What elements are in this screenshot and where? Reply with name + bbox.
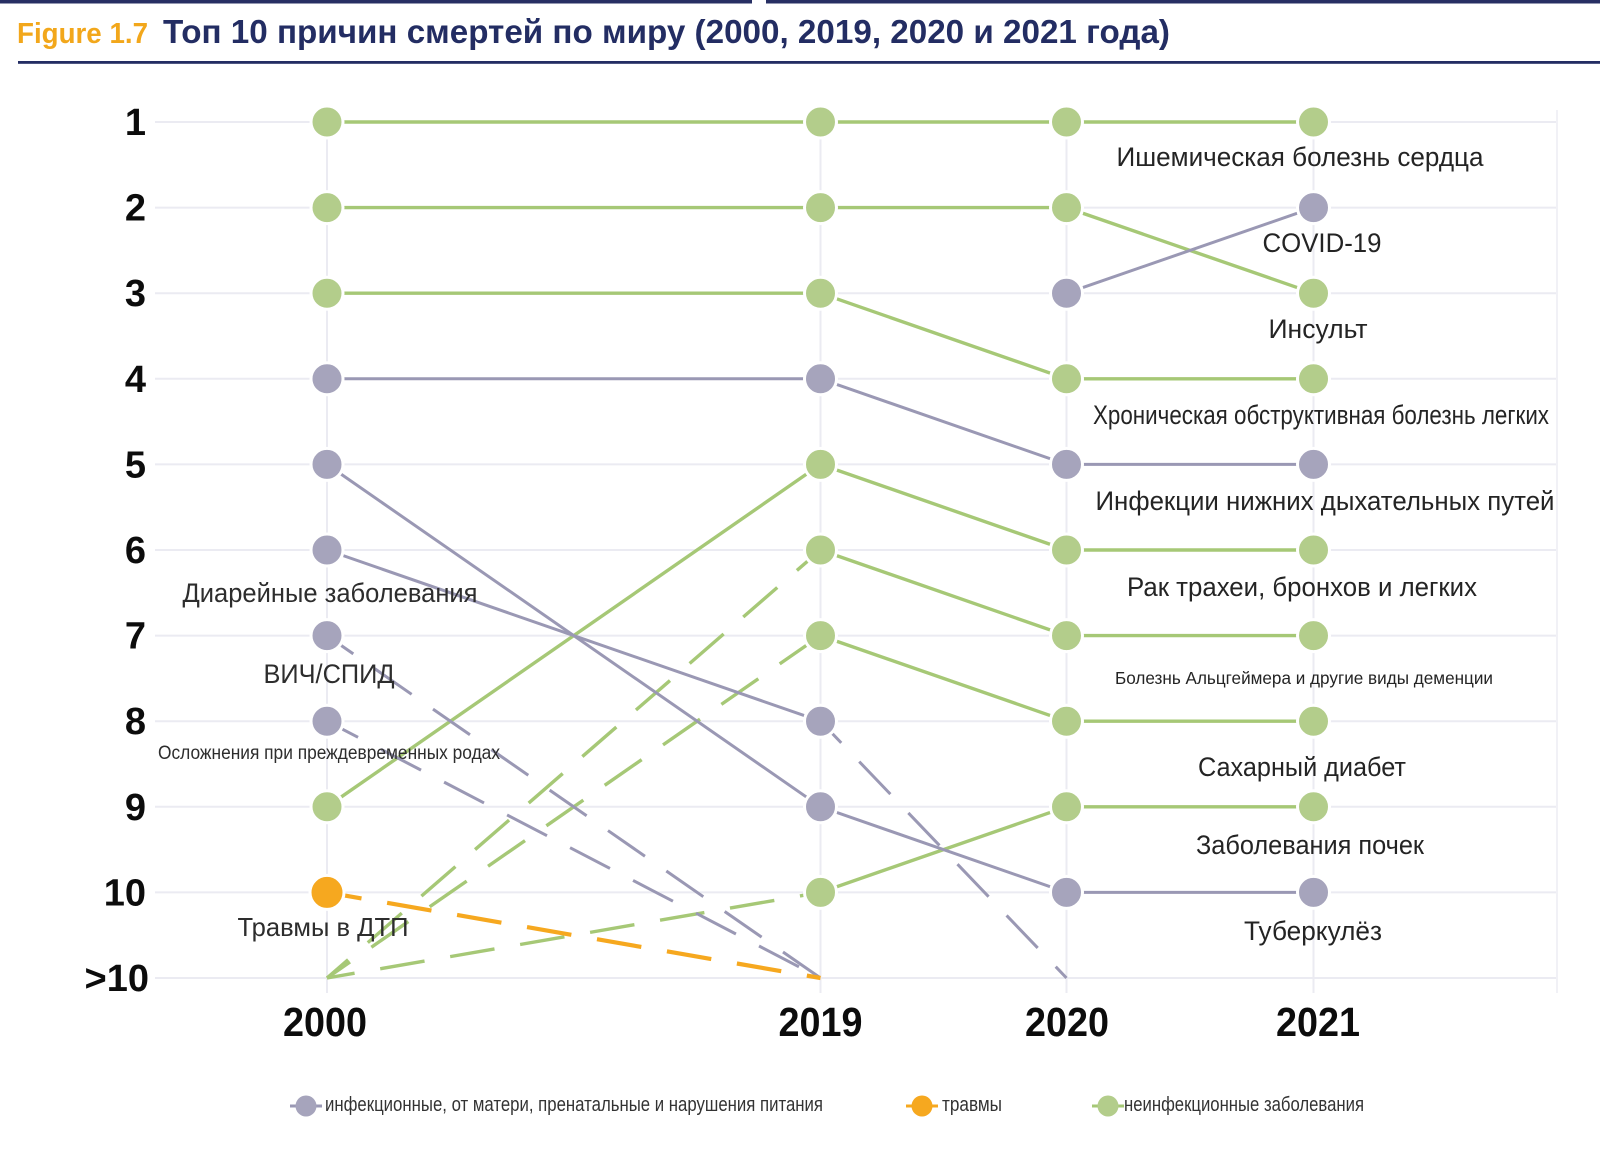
svg-text:Хроническая обструктивная боле: Хроническая обструктивная болезнь легких (1093, 400, 1549, 430)
svg-text:2: 2 (125, 188, 146, 230)
svg-text:Ишемическая болезнь сердца: Ишемическая болезнь сердца (1117, 142, 1485, 172)
svg-text:Осложнения при преждевременных: Осложнения при преждевременных родах (158, 742, 500, 764)
svg-text:7: 7 (125, 616, 146, 658)
svg-text:6: 6 (125, 530, 146, 572)
svg-text:травмы: травмы (942, 1094, 1002, 1116)
svg-text:8: 8 (125, 701, 146, 743)
svg-text:1: 1 (125, 102, 146, 144)
svg-text:Болезнь Альцгеймера и другие в: Болезнь Альцгеймера и другие виды деменц… (1115, 668, 1493, 688)
svg-text:инфекционные, от матери, прена: инфекционные, от матери, пренатальные и … (325, 1094, 823, 1116)
svg-text:неинфекционные заболевания: неинфекционные заболевания (1124, 1094, 1364, 1116)
svg-text:Туберкулёз: Туберкулёз (1244, 916, 1382, 946)
svg-text:ВИЧ/СПИД: ВИЧ/СПИД (264, 659, 395, 689)
svg-text:Инсульт: Инсульт (1269, 314, 1368, 344)
svg-text:Заболевания почек: Заболевания почек (1196, 830, 1424, 860)
svg-text:Инфекции нижних дыхательных пу: Инфекции нижних дыхательных путей (1096, 486, 1555, 516)
svg-text:2000: 2000 (283, 999, 367, 1045)
svg-text:Рак трахеи, бронхов и легких: Рак трахеи, бронхов и легких (1127, 572, 1477, 602)
svg-text:4: 4 (125, 359, 146, 401)
svg-text:5: 5 (125, 444, 146, 486)
svg-text:COVID-19: COVID-19 (1263, 228, 1382, 258)
svg-text:3: 3 (125, 273, 146, 315)
svg-text:2020: 2020 (1025, 999, 1109, 1045)
svg-text:9: 9 (125, 787, 146, 829)
svg-text:Figure 1.7: Figure 1.7 (17, 18, 148, 50)
svg-text:Сахарный диабет: Сахарный диабет (1198, 752, 1406, 782)
svg-text:10: 10 (104, 872, 146, 914)
svg-text:2019: 2019 (779, 999, 863, 1045)
svg-text:>10: >10 (85, 958, 149, 1000)
svg-text:Топ 10 причин смертей по миру: Топ 10 причин смертей по миру (2000, 201… (163, 13, 1170, 50)
svg-text:Диарейные заболевания: Диарейные заболевания (183, 578, 478, 608)
svg-text:Травмы в ДТП: Травмы в ДТП (238, 912, 409, 942)
svg-text:2021: 2021 (1276, 999, 1360, 1045)
